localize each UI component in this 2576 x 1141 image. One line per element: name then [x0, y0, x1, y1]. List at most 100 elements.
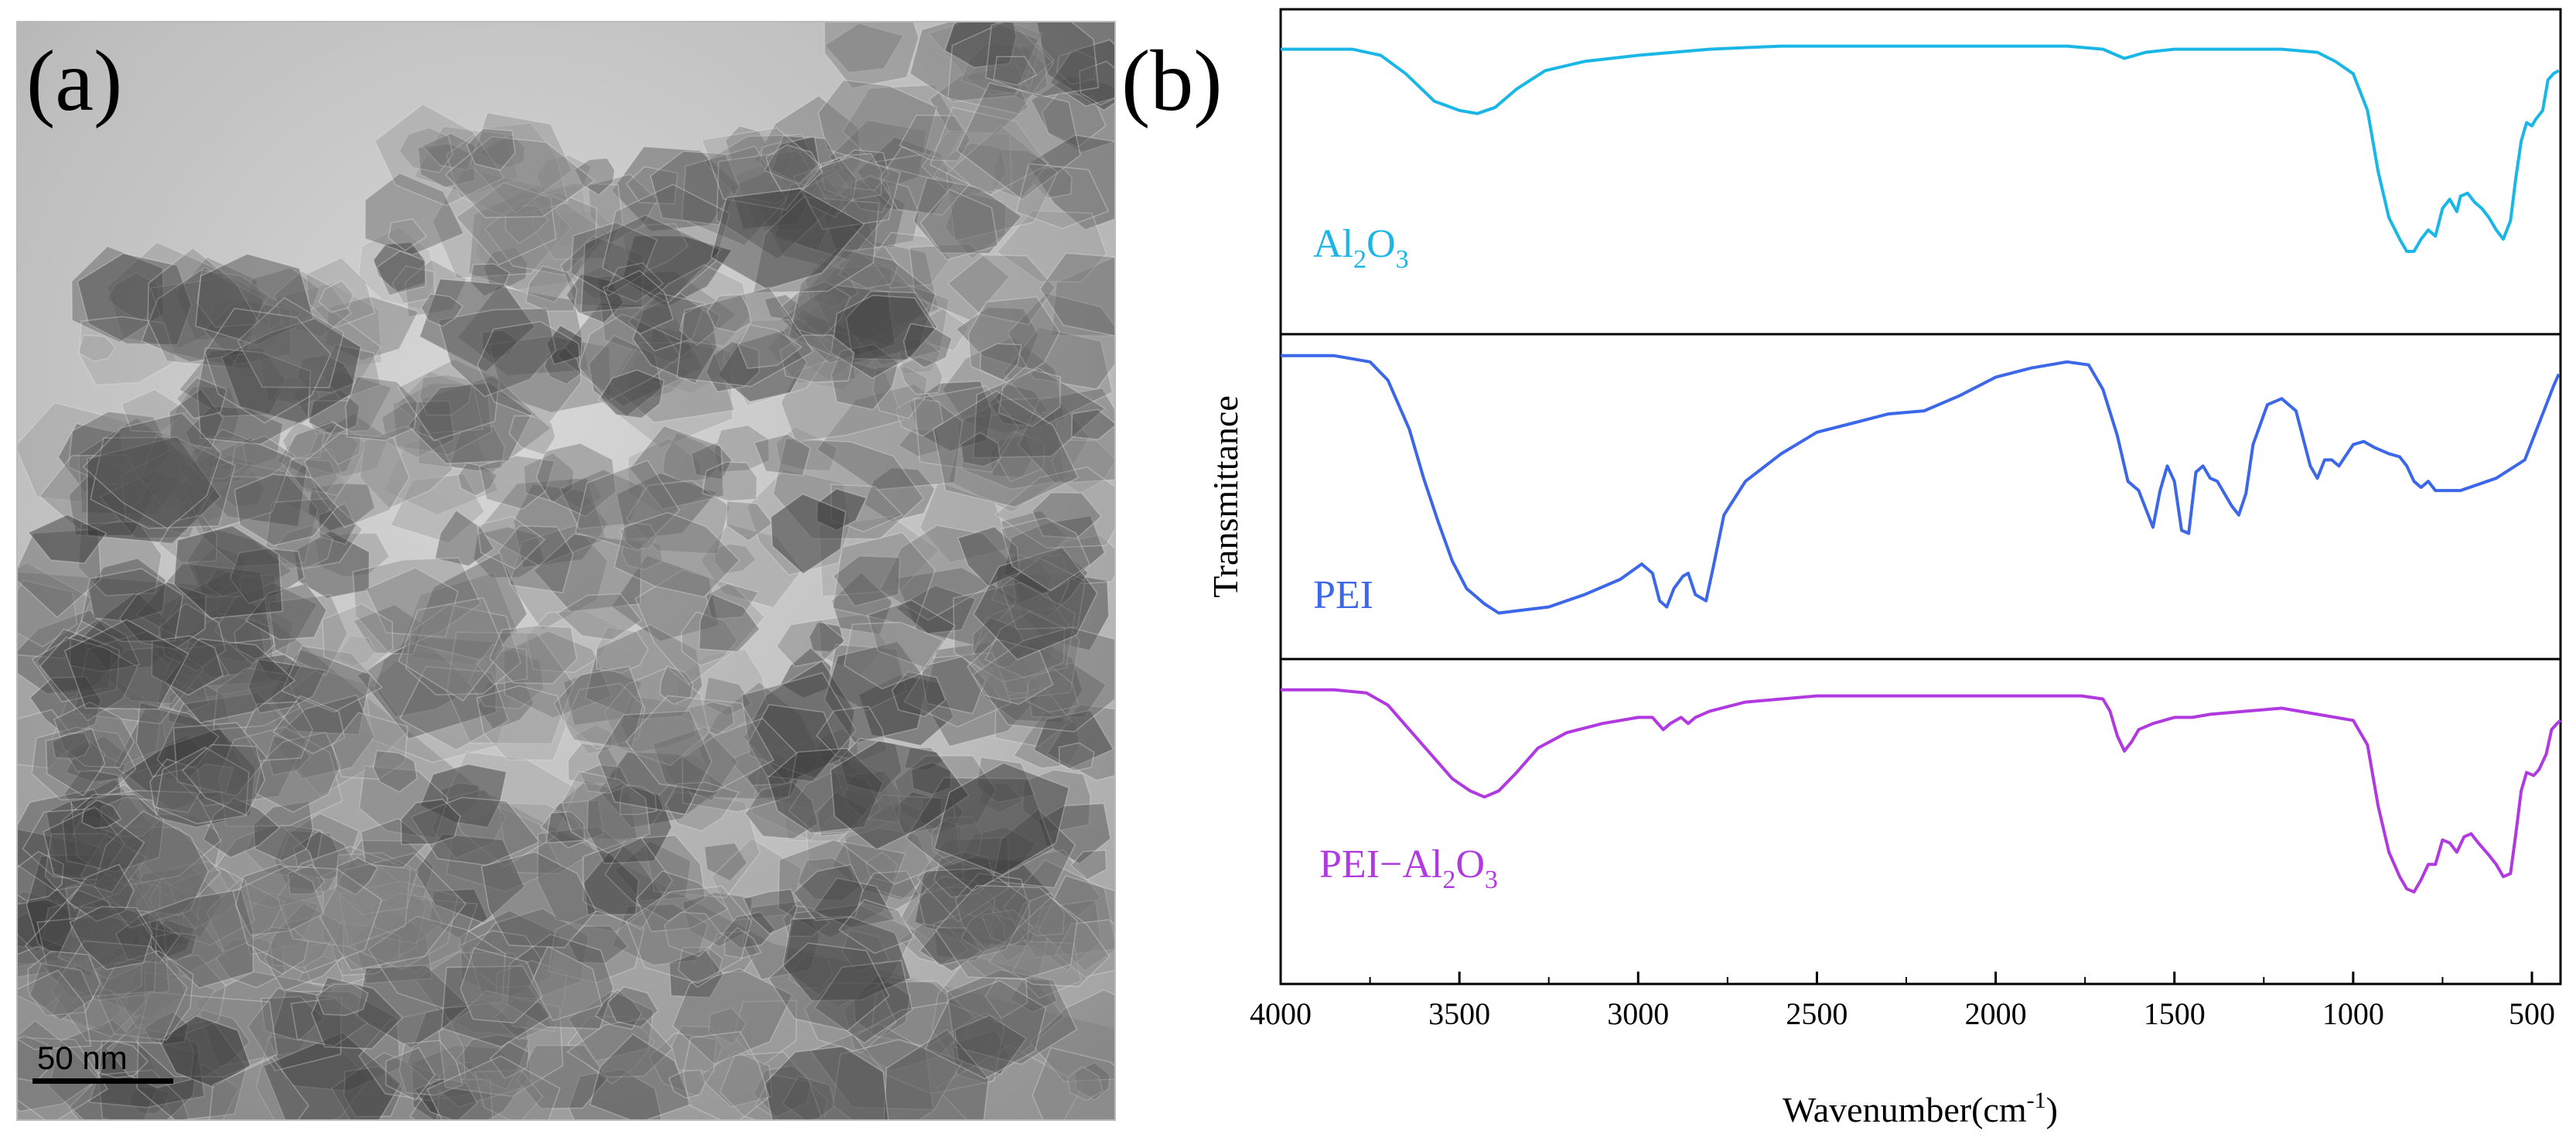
tem-particle [318, 502, 357, 545]
tem-particle [664, 911, 724, 958]
tem-particle [67, 863, 135, 922]
tem-particle [419, 764, 507, 828]
tem-particle [390, 473, 486, 544]
tem-particle [622, 223, 689, 272]
tem-particle [397, 572, 519, 666]
tem-particle [946, 125, 1059, 242]
tem-particle [997, 641, 1070, 696]
tem-particle [746, 759, 804, 799]
tem-particle [603, 667, 711, 767]
tem-particle [62, 794, 165, 873]
tem-particle [1073, 1061, 1111, 1101]
tem-particle [208, 1057, 309, 1120]
tem-particle [991, 808, 1076, 889]
tem-particle [17, 609, 127, 695]
tem-particle [50, 940, 188, 1044]
tem-particle [863, 466, 936, 523]
tem-particle [531, 183, 623, 260]
tem-particle [296, 354, 357, 394]
tem-particle [929, 106, 1049, 196]
tem-particle [48, 1019, 161, 1120]
tem-particle [904, 886, 1003, 951]
tem-particle [604, 835, 706, 922]
x-tick-label-2500: 2500 [1786, 996, 1848, 1031]
tem-particle [407, 381, 533, 465]
tem-particle [106, 1020, 195, 1088]
tem-particle [950, 1029, 1014, 1085]
tem-particle [426, 1055, 561, 1120]
tem-particle [65, 735, 128, 783]
tem-particle [411, 551, 528, 663]
tem-particle [688, 702, 735, 736]
tem-particle [582, 836, 674, 931]
tem-particle [243, 701, 314, 762]
x-axis: 4000 3500 3000 2500 2000 1500 1000 500 [1250, 972, 2555, 1031]
tem-particle [626, 480, 731, 555]
tem-particle [70, 790, 222, 886]
tem-particle [676, 647, 769, 733]
tem-particle [331, 922, 401, 976]
tem-particle [345, 375, 418, 442]
tem-particle [158, 514, 218, 563]
tem-particle [742, 660, 855, 784]
tem-particle [77, 334, 116, 362]
tem-particle [82, 412, 222, 530]
tem-particle [633, 264, 750, 347]
tem-particle [909, 380, 993, 452]
tem-particle [533, 533, 643, 613]
tem-particle [466, 128, 516, 171]
tem-particle [410, 797, 541, 866]
tem-particle [984, 977, 1029, 1020]
tem-particle [831, 295, 936, 379]
tem-particle [606, 986, 659, 1028]
tem-particle [468, 184, 609, 303]
tem-particle [837, 794, 962, 885]
tem-particle [391, 265, 435, 305]
tem-particle [978, 782, 1025, 814]
tem-particle [613, 511, 741, 598]
tem-particle [913, 385, 1019, 473]
tem-particle [824, 22, 920, 89]
tem-particle [517, 1044, 609, 1109]
tem-particle [763, 1045, 889, 1120]
tem-particle [809, 247, 930, 347]
tem-particle [69, 906, 153, 971]
tem-particle [826, 644, 907, 712]
tem-particle [841, 929, 890, 973]
tem-particle [902, 323, 953, 368]
tem-particle [766, 747, 884, 834]
tem-particle [856, 136, 954, 216]
tem-particle [940, 849, 1102, 962]
tem-particle [976, 757, 1036, 804]
tem-particle [841, 174, 920, 249]
tem-particle [812, 877, 896, 929]
tem-particle [972, 617, 1028, 668]
tem-particle [1009, 979, 1058, 1013]
tem-particle [244, 267, 321, 334]
tem-particle [895, 584, 977, 634]
tem-particle [627, 437, 705, 517]
tem-particle [352, 906, 433, 985]
tem-particle [625, 695, 775, 793]
tem-particle [652, 726, 739, 801]
tem-particle [710, 187, 865, 290]
tem-particle [895, 398, 944, 437]
tem-particle [475, 184, 589, 291]
tem-particle [135, 991, 278, 1078]
tem-particle [698, 593, 760, 653]
tem-particle [763, 135, 821, 185]
tem-particle [698, 1050, 773, 1108]
tem-particle [763, 174, 874, 268]
tem-particle [993, 56, 1038, 87]
tem-particle [476, 643, 528, 685]
tem-particle [934, 884, 1078, 980]
tem-particle [947, 412, 1066, 513]
tem-particle [894, 755, 997, 830]
tem-particle [761, 736, 864, 812]
tem-particle [870, 980, 976, 1047]
tem-particle [509, 524, 609, 631]
tem-particle [457, 930, 542, 989]
tem-particle [573, 157, 616, 196]
tem-particle [513, 483, 609, 569]
tem-particle [931, 955, 1066, 1072]
